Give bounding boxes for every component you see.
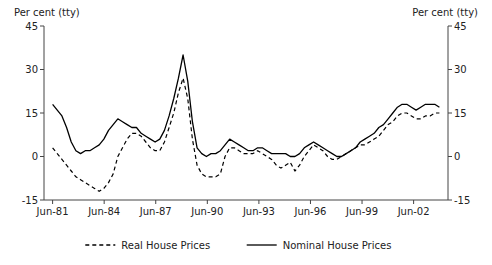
x-tick-label: Jun-93 (242, 206, 275, 217)
y2-tick (448, 69, 452, 70)
y-tick (40, 26, 44, 27)
y-tick-label: 0 (32, 151, 38, 162)
x-tick-label: Jun-87 (139, 206, 172, 217)
x-tick (155, 200, 156, 204)
y-tick (40, 113, 44, 114)
line-series (53, 78, 440, 191)
x-tick-label: Jun-90 (190, 206, 223, 217)
legend-swatch (85, 244, 115, 245)
y-tick-label: 15 (25, 108, 38, 119)
x-tick (362, 200, 363, 204)
y2-tick-label: 0 (454, 151, 460, 162)
y2-tick-label: -15 (454, 195, 470, 206)
y-tick (40, 156, 44, 157)
x-tick-label: Jun-81 (36, 206, 69, 217)
x-tick-label: Jun-99 (345, 206, 378, 217)
y-tick (40, 69, 44, 70)
y-tick (40, 200, 44, 201)
legend-swatch (247, 244, 277, 245)
y2-tick-label: 45 (454, 21, 467, 32)
y2-tick (448, 26, 452, 27)
x-tick-label: Jun-84 (87, 206, 120, 217)
y2-tick (448, 113, 452, 114)
legend: Real House Prices Nominal House Prices (85, 240, 391, 251)
plot-area (53, 55, 440, 191)
y2-axis-label: Per cent (tty) (412, 7, 478, 18)
chart: -15 0 15 30 45 -15 0 15 30 45 Jun-81 Jun-84 Jun-87 Ju… (0, 0, 492, 265)
y-tick-label: 30 (25, 64, 38, 75)
y-tick-label: -15 (22, 195, 38, 206)
y2-tick (448, 200, 452, 201)
x-tick (207, 200, 208, 204)
x-tick-label: Jun-02 (397, 206, 430, 217)
y2-tick-label: 15 (454, 108, 467, 119)
x-tick-label: Jun-96 (293, 206, 326, 217)
y2-tick-label: 30 (454, 64, 467, 75)
line-series (53, 55, 440, 157)
x-tick (310, 200, 311, 204)
y2-tick (448, 156, 452, 157)
legend-label: Nominal House Prices (283, 240, 392, 251)
x-tick (52, 200, 53, 204)
x-tick (413, 200, 414, 204)
y-axis-label: Per cent (tty) (14, 7, 80, 18)
x-tick (258, 200, 259, 204)
x-tick (104, 200, 105, 204)
y-tick-label: 45 (25, 21, 38, 32)
legend-label: Real House Prices (121, 240, 210, 251)
